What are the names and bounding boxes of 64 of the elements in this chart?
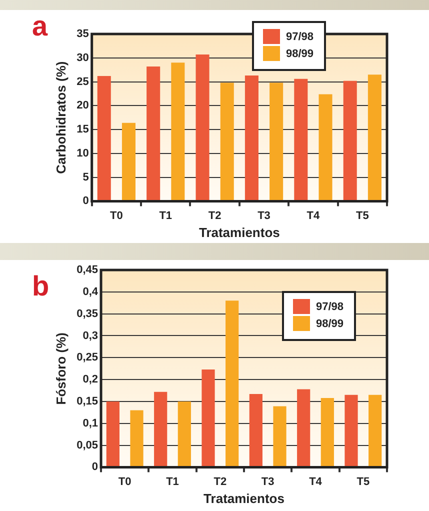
chart-title: b (32, 270, 50, 302)
y-tick-label: 10 (76, 147, 89, 160)
y-tick-label: 0,25 (76, 352, 98, 364)
bar (130, 410, 144, 467)
y-tick-label: 0,3 (82, 330, 98, 342)
legend-label: 97/98 (286, 31, 314, 44)
x-tick-label: T3 (258, 210, 270, 222)
bar (273, 406, 286, 467)
bar (154, 392, 168, 467)
x-tick-label: T3 (261, 476, 274, 488)
y-tick-label: 0,45 (76, 264, 98, 276)
y-tick-label: 0,4 (82, 286, 99, 298)
bar (122, 122, 136, 201)
bar (297, 389, 310, 467)
bar (178, 401, 191, 467)
y-tick-label: 20 (76, 100, 89, 112)
y-tick-label: 0 (92, 461, 98, 474)
x-tick-label: T2 (208, 210, 222, 222)
y-tick-label: 5 (82, 171, 89, 184)
bar (244, 76, 258, 201)
y-tick-label: 35 (76, 28, 89, 40)
x-tick-label: T4 (309, 476, 323, 488)
bar (320, 398, 334, 467)
x-tick-label: T2 (214, 476, 227, 488)
y-tick-label: 15 (76, 124, 89, 136)
legend-label: 98/99 (286, 48, 314, 60)
bar (146, 66, 160, 201)
bar (368, 74, 382, 201)
y-axis-title: Fósforo (%) (53, 332, 68, 405)
y-tick-label: 0,1 (82, 417, 98, 430)
bar (196, 54, 210, 201)
x-tick-label: T0 (118, 476, 132, 488)
x-tick-label: T4 (306, 210, 321, 222)
x-axis-title: Tratamientos (198, 224, 280, 240)
bar (249, 394, 262, 467)
bar (97, 76, 111, 201)
y-axis-title: Carbohidratos (%) (53, 61, 68, 174)
bar (202, 369, 215, 467)
x-tick-label: T0 (110, 210, 123, 222)
y-tick-label: 0 (82, 195, 89, 208)
bar (294, 78, 308, 201)
x-tick-label: T5 (356, 210, 369, 222)
x-tick-label: T1 (159, 210, 172, 222)
x-axis-title: Tratamientos (204, 490, 284, 506)
bar (220, 82, 234, 201)
bar (344, 394, 358, 467)
x-tick-label: T1 (166, 476, 179, 488)
y-tick-label: 0,35 (76, 308, 98, 320)
bar (318, 94, 332, 201)
bar (171, 62, 185, 201)
bar (368, 394, 382, 467)
y-tick-label: 0,05 (76, 439, 98, 452)
y-tick-label: 25 (76, 76, 89, 88)
bar (226, 300, 239, 467)
y-tick-label: 0,15 (76, 396, 98, 408)
legend-label: 98/99 (316, 318, 344, 330)
legend-label: 97/98 (316, 301, 344, 314)
bar (270, 82, 284, 201)
y-tick-label: 30 (76, 52, 89, 64)
chart-title: a (32, 10, 48, 42)
bar (106, 401, 120, 467)
bar (343, 80, 357, 201)
x-tick-label: T5 (356, 476, 370, 488)
y-tick-label: 0,2 (82, 374, 98, 386)
